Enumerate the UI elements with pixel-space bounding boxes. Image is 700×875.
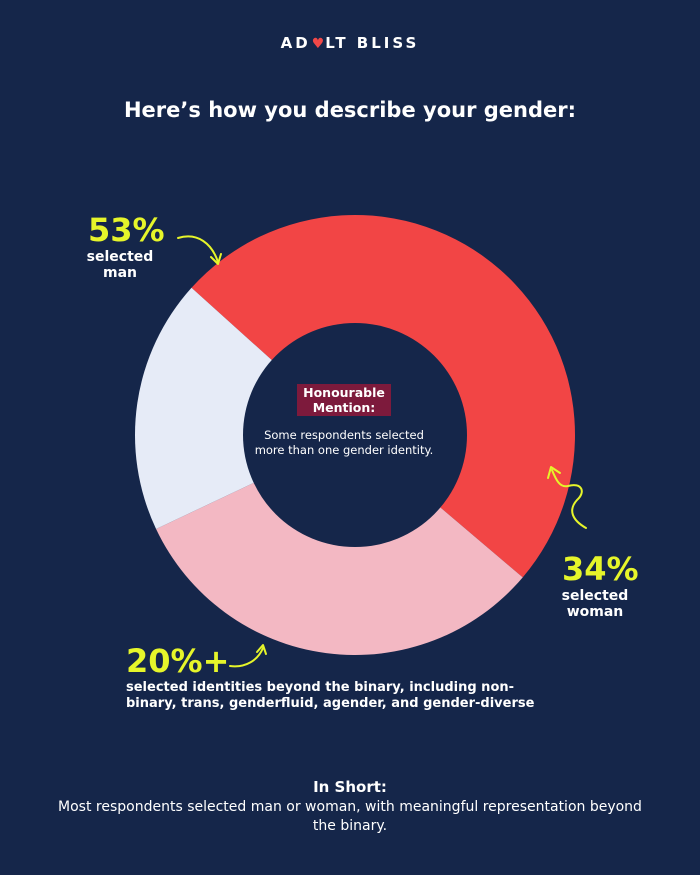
center-callout: Honourable Mention: Some respondents sel… [248, 384, 440, 458]
summary-heading: In Short: [313, 778, 387, 796]
woman-label-line1: selected [561, 588, 629, 604]
arrow-to-woman-icon [551, 469, 587, 529]
man-label: selected man [83, 249, 157, 281]
man-label-line2: man [102, 265, 137, 281]
man-label-line1: selected [86, 249, 154, 265]
beyond-binary-label: selected identities beyond the binary, i… [126, 680, 535, 711]
donut-hole [243, 323, 467, 547]
honourable-mention-badge: Honourable Mention: [297, 384, 391, 416]
page-title: Here’s how you describe your gender: [123, 98, 577, 122]
arrow-to-beyond-binary-icon [229, 647, 264, 668]
man-percent: 53% [88, 211, 165, 249]
beyond-binary-percent: 20%+ [126, 642, 230, 680]
arrow-to-man-icon [177, 235, 219, 263]
brand-text-right: LT BLISS [325, 34, 420, 52]
slice-beyond-binary [134, 287, 355, 529]
woman-label: selected woman [556, 588, 634, 620]
brand-logo: AD♥LT BLISS [0, 34, 700, 52]
badge-line1: Honourable [303, 385, 385, 400]
center-note: Some respondents selected more than one … [254, 428, 434, 457]
woman-percent: 34% [562, 550, 639, 588]
brand-text-left: AD [280, 34, 311, 52]
arrow-head-man-icon [210, 253, 222, 265]
arrow-head-beyond-binary-icon [256, 644, 267, 655]
woman-label-line2: woman [566, 604, 624, 620]
arrow-head-woman-icon [547, 466, 561, 479]
summary-body: Most respondents selected man or woman, … [58, 799, 642, 834]
badge-line2: Mention: [312, 400, 376, 415]
heart-icon: ♥ [311, 36, 325, 52]
